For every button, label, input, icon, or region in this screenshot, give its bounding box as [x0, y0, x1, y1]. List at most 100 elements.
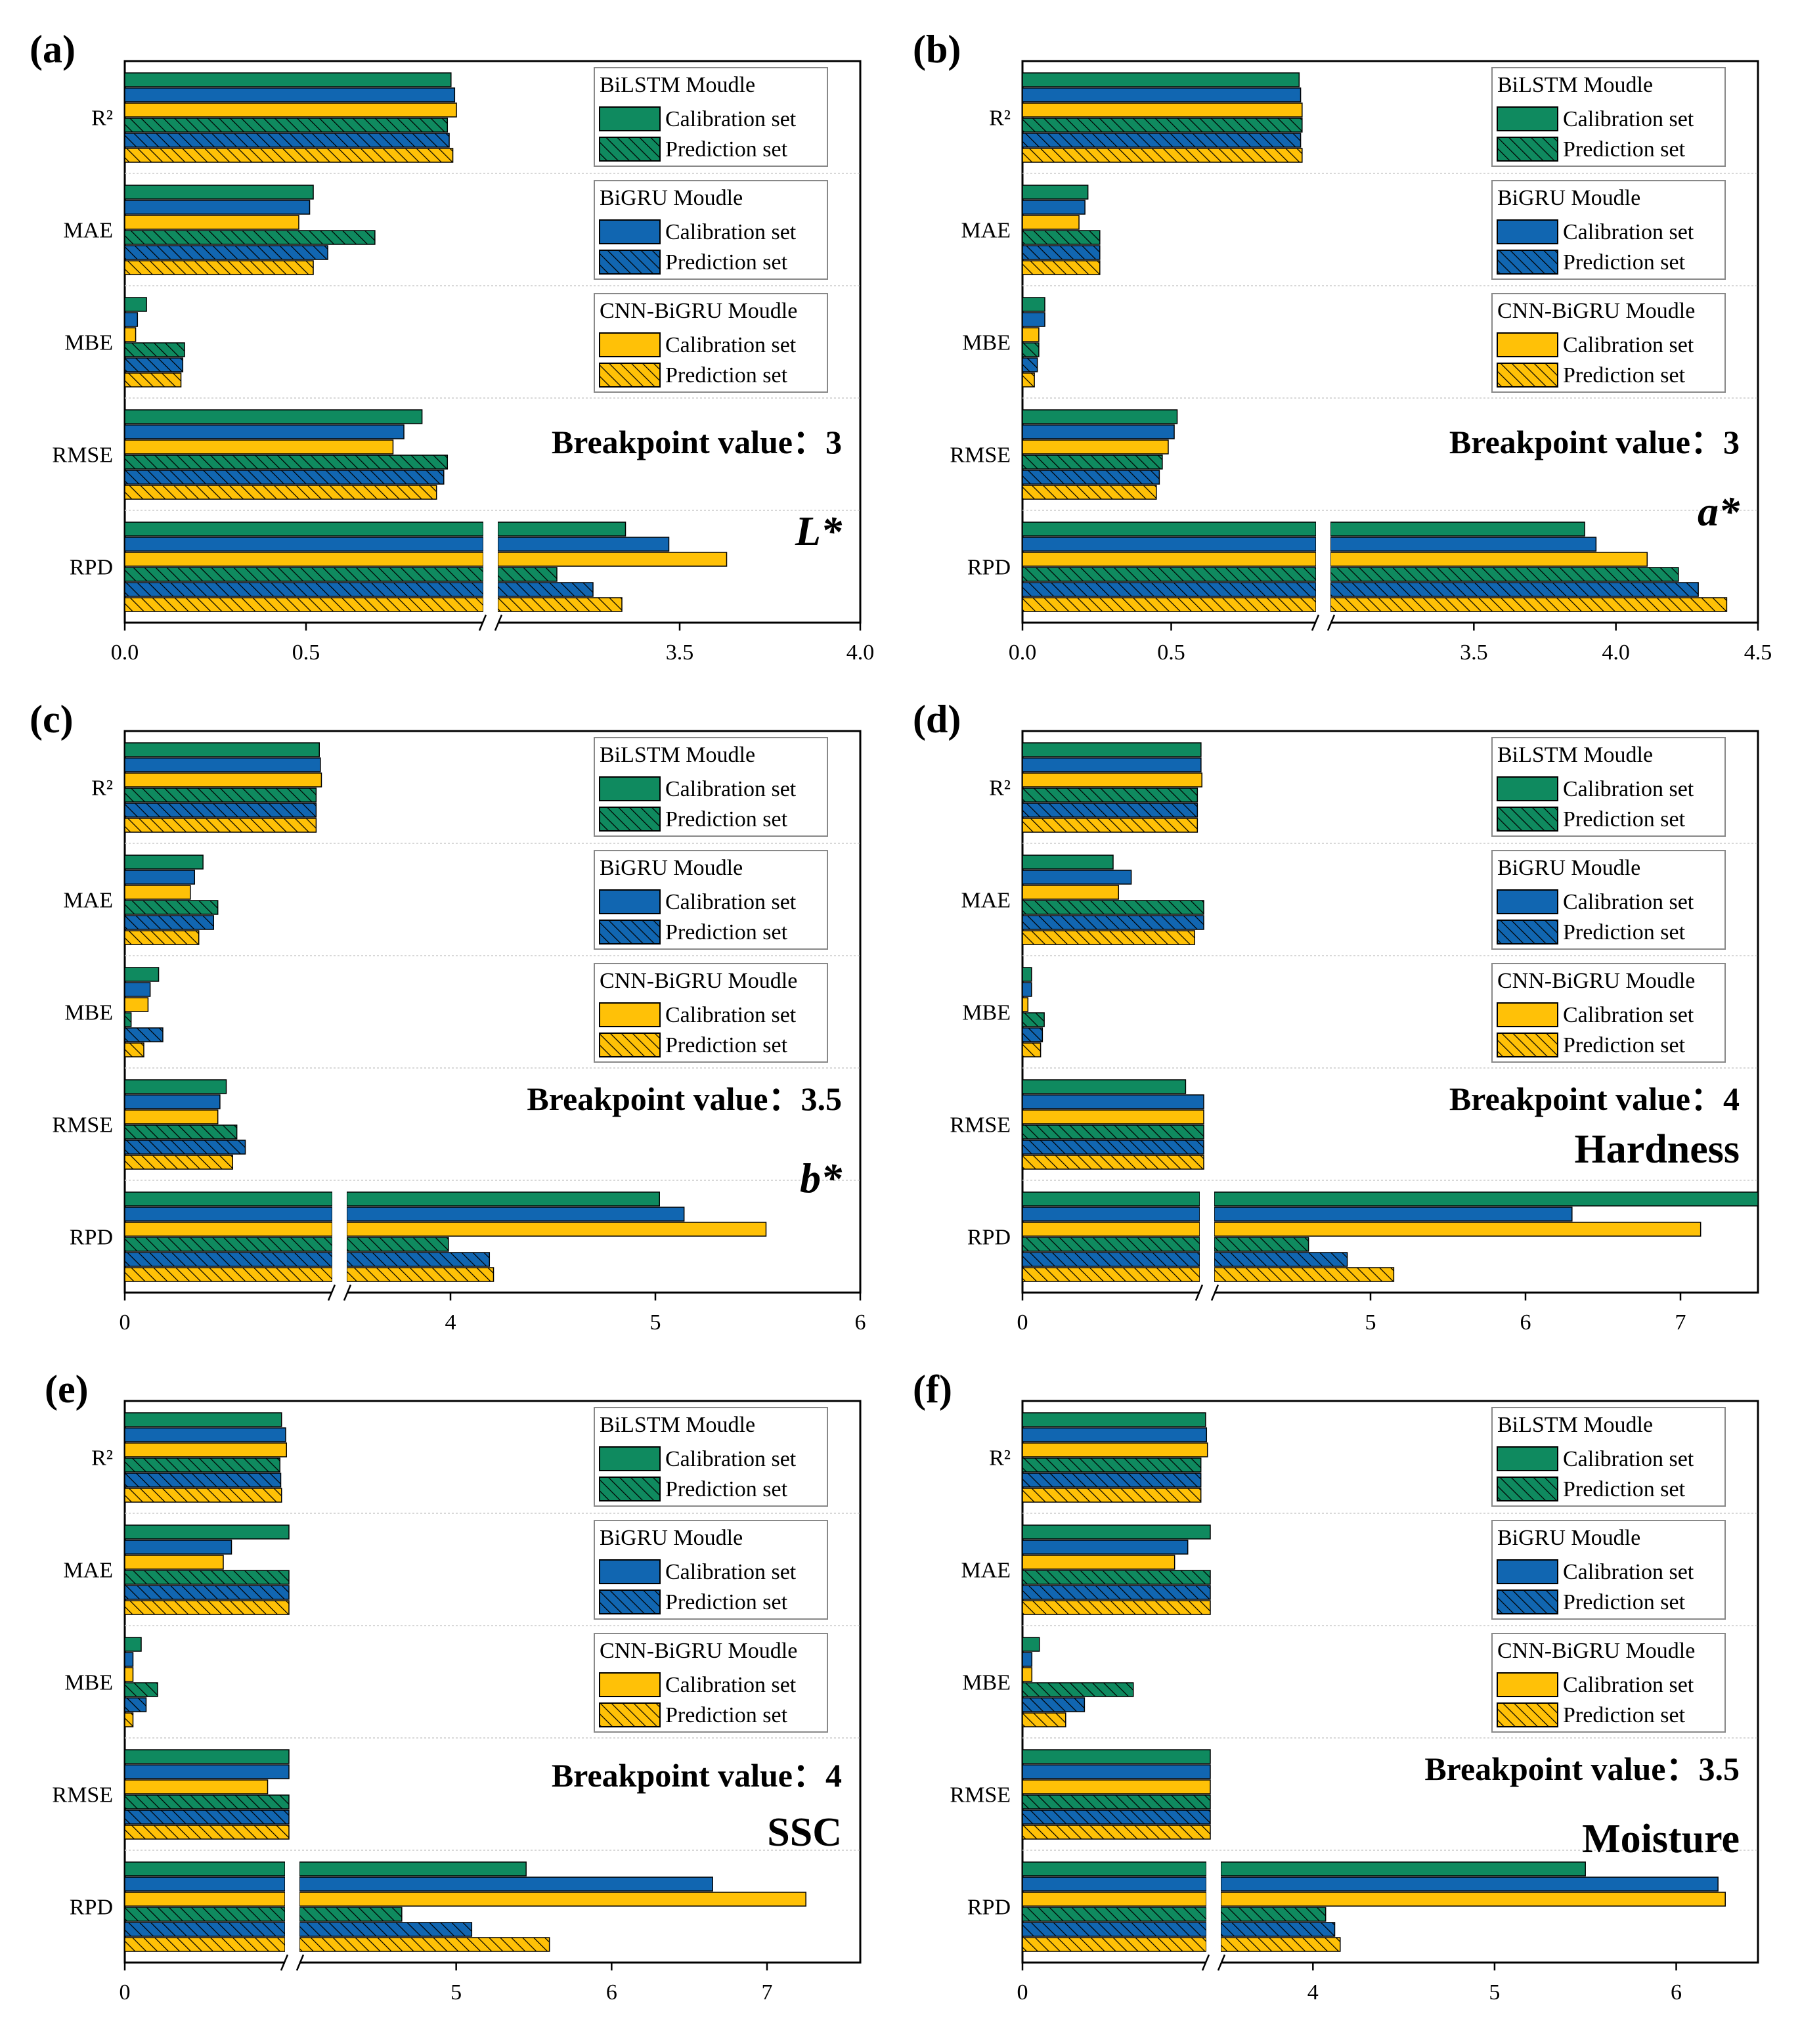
bar	[124, 102, 457, 118]
breakpoint-label: Breakpoint value：3	[552, 424, 842, 460]
legend-pred-label: Prediction set	[1563, 137, 1686, 162]
x-tick-label: 4.5	[1744, 640, 1772, 665]
bar	[1022, 1457, 1202, 1473]
bar	[1022, 1540, 1189, 1555]
legend-cal-label: Calibration set	[1563, 777, 1694, 801]
bar	[124, 1749, 290, 1764]
axis-break-gap	[1316, 512, 1330, 621]
category-label: MBE	[962, 1671, 1011, 1695]
axis-break-mask	[1316, 620, 1330, 625]
bar	[124, 1825, 290, 1840]
chart-panel-2: (c) R² MAE MBE RMSE RPD 0 4 5 6 BiLSTM Moudle Calib…	[30, 698, 866, 1335]
bar	[124, 72, 452, 87]
legend-bigru: BiGRU Moudle Calibration set Prediction se…	[1491, 1520, 1726, 1620]
bar	[1022, 1012, 1045, 1027]
bar	[124, 1094, 221, 1109]
bar	[124, 1810, 290, 1825]
bar	[1022, 915, 1204, 930]
x-tick-label: 7	[762, 1980, 773, 2005]
bar	[124, 597, 484, 612]
chart-panel-1: (b) R² MAE MBE RMSE RPD 0.0 0.5 3.5 4.0 4.5 BiLSTM …	[913, 28, 1772, 665]
bar	[1022, 552, 1317, 567]
bar	[497, 552, 728, 567]
category-label: MBE	[64, 1671, 113, 1695]
bar	[124, 1457, 280, 1473]
legend-box	[594, 67, 828, 167]
bar	[1022, 118, 1303, 133]
legend-swatch-cal	[599, 1672, 661, 1697]
legend-swatch-pred	[1497, 363, 1558, 388]
bar	[124, 930, 200, 945]
bar	[1022, 1600, 1211, 1615]
bar	[1022, 582, 1317, 597]
bar	[124, 1779, 269, 1794]
bar	[124, 742, 320, 757]
bar	[346, 1252, 491, 1267]
breakpoint-label: Breakpoint value：3.5	[1424, 1750, 1740, 1787]
bar	[1022, 1109, 1204, 1124]
chart-panel-0: (a) R² MAE MBE RMSE RPD 0.0 0.5 3.5 4.0 BiLSTM Mou…	[30, 28, 874, 665]
legend-swatch-pred	[1497, 1702, 1558, 1727]
legend-title: CNN-BiGRU Moudle	[1497, 299, 1695, 323]
legend-swatch-cal	[599, 776, 661, 801]
chart-panel-3: (d) R² MAE MBE RMSE RPD 0 5 6 7 BiLSTM Moudle Calib…	[913, 698, 1759, 1335]
bar	[1330, 567, 1679, 582]
x-tick-label: 4.0	[846, 640, 875, 665]
legend-swatch-cal	[599, 1002, 661, 1027]
category-label: MAE	[961, 219, 1011, 243]
legend-title: BiLSTM Moudle	[600, 743, 755, 767]
bar	[346, 1222, 767, 1237]
x-tick-label: 4.0	[1602, 640, 1630, 665]
bar	[124, 357, 184, 372]
legend-bilstm: BiLSTM Moudle Calibration set Prediction s…	[594, 737, 828, 837]
bar	[1022, 1222, 1200, 1237]
bar	[124, 312, 139, 327]
bar	[299, 1861, 527, 1877]
bar	[124, 1570, 290, 1585]
legend-bigru: BiGRU Moudle Calibration set Prediction se…	[594, 1520, 828, 1620]
bar	[1022, 982, 1032, 997]
attribute-title: b*	[800, 1155, 843, 1201]
legend-cal-label: Calibration set	[1563, 333, 1694, 357]
bar	[1022, 133, 1302, 148]
x-tick-label: 0	[1017, 1310, 1028, 1335]
category-label: R²	[91, 1446, 113, 1471]
bar	[124, 1600, 290, 1615]
bar	[1022, 597, 1317, 612]
bar	[1220, 1861, 1586, 1877]
breakpoint-label: Breakpoint value：4	[552, 1757, 842, 1794]
bar	[1022, 245, 1101, 260]
bar	[1330, 552, 1648, 567]
category-label: MAE	[63, 219, 113, 243]
bar	[1220, 1892, 1726, 1907]
legend-swatch-pred	[599, 920, 661, 944]
bar	[1022, 1892, 1207, 1907]
legend-cnn_bigru: CNN-BiGRU Moudle Calibration set Predictio…	[1491, 293, 1726, 393]
legend-bigru: BiGRU Moudle Calibration set Prediction se…	[594, 180, 828, 280]
legend-swatch-cal	[1497, 1672, 1558, 1697]
bar	[124, 1442, 287, 1457]
bar	[124, 1237, 333, 1252]
legend-swatch-pred	[599, 1033, 661, 1057]
bar	[1022, 312, 1045, 327]
x-tick-label: 6	[1671, 1980, 1682, 2005]
bar	[1330, 582, 1699, 597]
legend-title: BiGRU Moudle	[600, 186, 743, 210]
bar	[124, 757, 321, 772]
bar	[124, 870, 196, 885]
bar	[124, 1861, 286, 1877]
bar	[1022, 485, 1157, 500]
legend-pred-label: Prediction set	[1563, 363, 1686, 388]
bar	[299, 1937, 550, 1952]
x-tick-label: 6	[606, 1980, 617, 2005]
panel-label: (c)	[30, 698, 74, 741]
legend-swatch-cal	[1497, 1559, 1558, 1584]
legend-bilstm: BiLSTM Moudle Calibration set Prediction s…	[594, 67, 828, 167]
bar	[124, 1207, 333, 1222]
bar	[1022, 215, 1080, 230]
bar	[124, 230, 376, 245]
legend-title: CNN-BiGRU Moudle	[600, 1639, 797, 1663]
x-tick-label: 3.5	[666, 640, 694, 665]
legend-pred-label: Prediction set	[665, 1590, 788, 1614]
category-label: RMSE	[950, 1783, 1011, 1808]
